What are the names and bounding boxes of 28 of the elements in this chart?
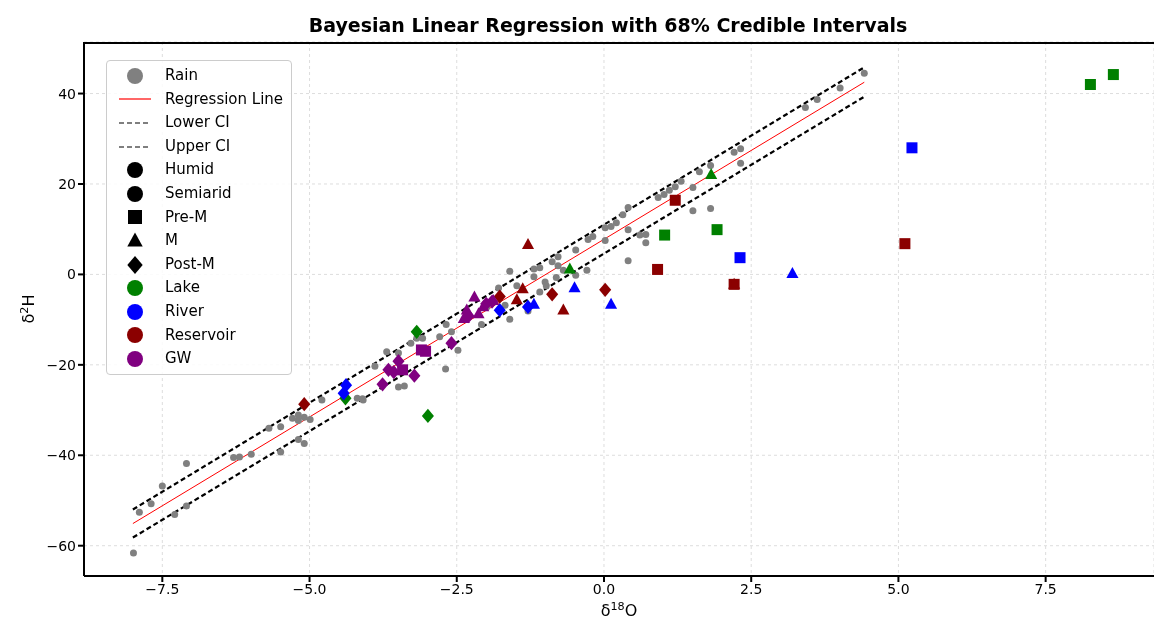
x-tick-label: −5.0 (292, 580, 327, 597)
y-tick-label: −40 (46, 447, 76, 464)
x-tick-label: 2.5 (740, 580, 763, 597)
x-tick-label: 0.0 (592, 580, 616, 597)
x-axis-title: δ$^{18}$O (600, 599, 638, 620)
legend-label: Humid (165, 159, 215, 181)
y-tick-label: 0 (67, 266, 76, 283)
legend-label: Pre-M (165, 206, 208, 228)
x-tick-label: −7.5 (145, 580, 180, 597)
legend-label: River (165, 300, 204, 322)
y-tick-label: 20 (58, 175, 76, 192)
chart-title: Bayesian Linear Regression with 68% Credible Intervals (308, 14, 908, 36)
legend-label: M (165, 230, 178, 252)
x-tick-label: −2.5 (439, 580, 474, 597)
legend-label: Semiarid (165, 182, 232, 204)
legend-label: GW (165, 348, 192, 370)
legend-label: Rain (165, 65, 198, 86)
y-tick-label: 40 (58, 85, 76, 102)
x-tick-label: 5.0 (887, 580, 910, 597)
legend-label: Upper CI (165, 135, 231, 157)
x-tick-label: 7.5 (1034, 580, 1057, 597)
y-tick-label: −20 (46, 356, 76, 373)
legend-label: Lower CI (165, 112, 230, 134)
legend-label: Reservoir (165, 324, 236, 346)
legend-label: Lake (165, 277, 200, 299)
legend-label: Regression Line (165, 88, 284, 110)
legend-label: Post-M (165, 253, 215, 275)
y-tick-label: −60 (46, 537, 76, 554)
